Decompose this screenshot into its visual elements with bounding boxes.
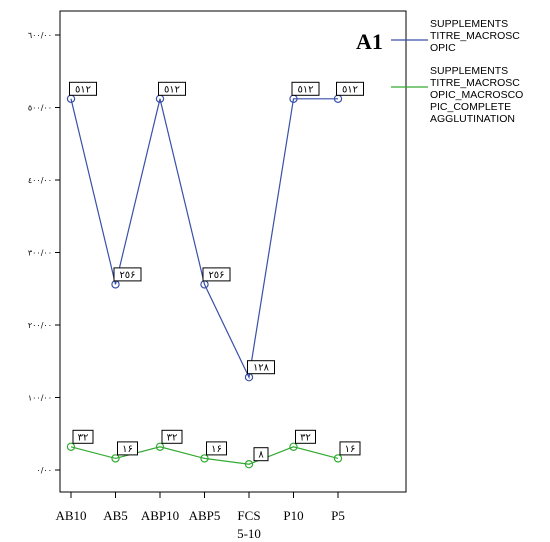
y-tick-label: ٥٠٠/٠٠ bbox=[28, 104, 52, 113]
y-tick-label: ٢٠٠/٠٠ bbox=[28, 321, 52, 330]
data-label-text: ٥١٢ bbox=[164, 84, 180, 95]
data-point bbox=[200, 454, 209, 463]
data-label-box bbox=[247, 360, 275, 375]
data-label-text: ١۶ bbox=[345, 444, 356, 455]
legend-text: OPIC_MACROSCO bbox=[430, 89, 523, 101]
data-label: ١۶ bbox=[117, 441, 138, 456]
data-label: ٥١٢ bbox=[291, 81, 320, 96]
legend-text: TITRE_MACROSC bbox=[430, 77, 520, 89]
y-tick-label: ٣٠٠/٠٠ bbox=[28, 249, 52, 258]
series-line bbox=[70, 98, 338, 380]
data-label: ٨ bbox=[253, 447, 269, 462]
x-tick-label: P10 bbox=[283, 508, 303, 523]
data-label: ٣٢ bbox=[161, 429, 183, 444]
data-label-box bbox=[69, 81, 97, 96]
data-label-box bbox=[336, 81, 364, 96]
data-label: ٥١٢ bbox=[69, 81, 97, 96]
data-label: ١۶ bbox=[206, 441, 227, 456]
data-label-text: ١۶ bbox=[122, 444, 133, 455]
x-tick-label: ABP10 bbox=[141, 508, 179, 523]
y-tick-label: ١٠٠/٠٠ bbox=[28, 394, 52, 403]
series-line bbox=[70, 446, 339, 465]
data-label-box bbox=[295, 429, 316, 444]
data-label-box bbox=[291, 81, 320, 96]
data-label-text: ٣٢ bbox=[167, 432, 178, 443]
data-label: ٥١٢ bbox=[336, 81, 364, 96]
x-tick-label: FCS bbox=[237, 508, 260, 523]
data-label-text: ٣٢ bbox=[78, 432, 89, 443]
series-1: ٥١٢ ٢٥۶ ٥١٢ ٢٥۶ ١٢٨ ٥١٢ ٥١٢ bbox=[66, 81, 364, 382]
data-point bbox=[289, 442, 298, 451]
x-axis: AB10 AB5 ABP10 ABP5 FCS P10 P5 5-10 bbox=[55, 492, 345, 541]
data-label-text: ٥١٢ bbox=[297, 84, 313, 95]
data-point bbox=[111, 454, 120, 463]
data-label-box bbox=[113, 267, 142, 282]
legend-text: SUPPLEMENTS bbox=[430, 18, 508, 30]
data-label-text: ٢٥۶ bbox=[119, 270, 135, 281]
legend-text: OPIC bbox=[430, 42, 456, 54]
x-tick-label: P5 bbox=[331, 508, 345, 523]
data-label: ٢٥۶ bbox=[113, 267, 142, 282]
x-tick-label: AB10 bbox=[55, 508, 86, 523]
data-label-text: ٥١٢ bbox=[342, 84, 358, 95]
y-axis: ٠/٠٠ ١٠٠/٠٠ ٢٠٠/٠٠ ٣٠٠/٠٠ ٤٠٠/٠٠ ٥٠٠/٠٠ ٦٠٠/٠٠ bbox=[28, 31, 60, 475]
data-label-box bbox=[161, 429, 183, 444]
x-tick-label: AB5 bbox=[103, 508, 128, 523]
data-label-text: ١۶ bbox=[211, 444, 222, 455]
data-label-box bbox=[202, 267, 231, 282]
data-label-box bbox=[158, 81, 186, 96]
data-point bbox=[155, 442, 165, 451]
legend-text: PIC_COMPLETE bbox=[430, 101, 511, 113]
data-label-text: ٢٥۶ bbox=[208, 270, 224, 281]
legend-text: SUPPLEMENTS bbox=[430, 65, 508, 77]
data-label-box bbox=[253, 447, 269, 462]
data-point bbox=[66, 442, 76, 451]
legend-text: TITRE_MACROSC bbox=[430, 30, 520, 42]
x-tick-sublabel: 5-10 bbox=[237, 526, 261, 541]
panel-label: A1 bbox=[356, 29, 383, 54]
data-point bbox=[244, 460, 254, 469]
data-label-text: ٨ bbox=[258, 450, 264, 461]
legend-text: AGGLUTINATION bbox=[430, 113, 515, 125]
data-label-text: ٣٢ bbox=[300, 432, 311, 443]
series-layer: ٥١٢ ٢٥۶ ٥١٢ ٢٥۶ ١٢٨ ٥١٢ ٥١٢ ٣٢ ١۶ ٣٢ ١۶ ٨ ٣٢ ١۶ bbox=[66, 81, 364, 469]
data-label-text: ٥١٢ bbox=[75, 84, 91, 95]
data-label: ٥١٢ bbox=[158, 81, 186, 96]
data-label: ٣٢ bbox=[72, 429, 94, 444]
x-tick-label: ABP5 bbox=[189, 508, 221, 523]
data-label-text: ١٢٨ bbox=[253, 363, 270, 374]
legend-entry-2: SUPPLEMENTSTITRE_MACROSCOPIC_MACROSCOPIC… bbox=[391, 65, 523, 125]
data-label: ٣٢ bbox=[295, 429, 316, 444]
data-point bbox=[333, 454, 343, 463]
data-label-box bbox=[206, 441, 227, 456]
y-tick-label: ٤٠٠/٠٠ bbox=[28, 176, 52, 185]
data-label: ١٢٨ bbox=[247, 360, 275, 375]
data-label-box bbox=[117, 441, 138, 456]
series-2: ٣٢ ١۶ ٣٢ ١۶ ٨ ٣٢ ١۶ bbox=[66, 429, 361, 469]
data-label-box bbox=[339, 441, 361, 456]
data-label-box bbox=[72, 429, 94, 444]
y-tick-label: ٦٠٠/٠٠ bbox=[28, 31, 52, 40]
data-label: ٢٥۶ bbox=[202, 267, 231, 282]
y-tick-label: ٠/٠٠ bbox=[36, 466, 52, 475]
data-label: ١۶ bbox=[339, 441, 361, 456]
legend: SUPPLEMENTSTITRE_MACROSCOPICSUPPLEMENTST… bbox=[391, 18, 523, 125]
